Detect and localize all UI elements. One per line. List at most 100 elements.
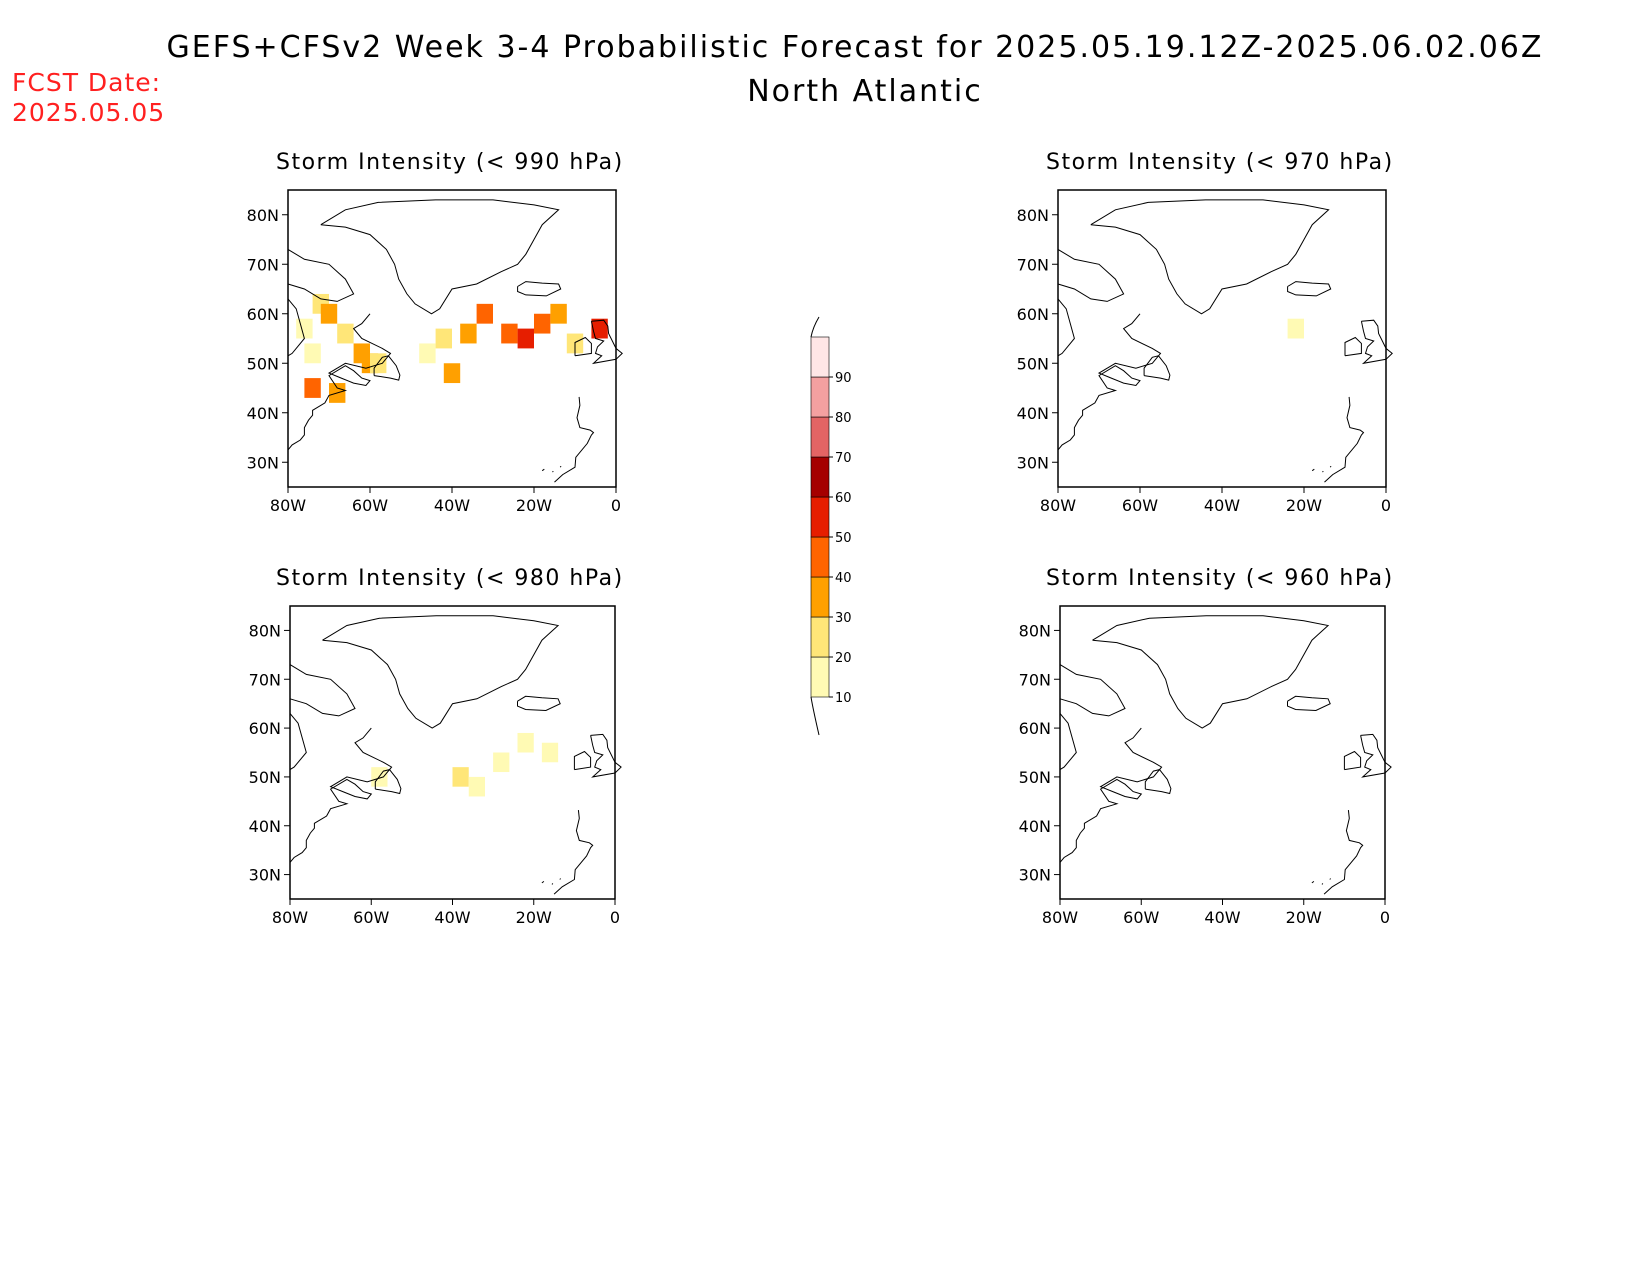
probability-cell [419,343,436,364]
lat-tick-label: 60N [1019,719,1051,738]
lon-tick-label: 20W [1286,908,1322,927]
lat-tick-label: 40N [1017,404,1049,423]
lon-tick-label: 0 [611,496,621,515]
lat-tick-label: 60N [249,719,281,738]
coastline [1057,313,1162,451]
coastline [1322,470,1324,473]
lon-tick-label: 40W [434,496,470,515]
probability-cell [476,303,493,324]
coastline [289,713,307,771]
lon-tick-label: 40W [1204,496,1240,515]
panel-title-960: Storm Intensity (< 960 hPa) [1046,566,1394,591]
coastline [1311,468,1315,472]
lat-tick-label: 70N [249,670,281,689]
colorbar-segment [810,416,830,458]
coastline [373,355,401,381]
probability-cell [296,318,313,339]
probability-cell [550,303,567,324]
colorbar-label: 50 [835,531,852,546]
map-panel-980: 30N 40N 50N 60N 70N 80N 80W 60W 40W 20W 0 [249,605,622,927]
coastline [573,750,592,771]
map-panel-960: 30N 40N 50N 60N 70N 80N 80W 60W 40W 20W 0 [1019,605,1392,927]
lon-tick-label: 60W [1123,908,1159,927]
coastline [551,883,554,885]
colorbar-segment [810,496,830,538]
colorbar-label: 10 [835,691,852,706]
lon-tick-label: 20W [516,496,552,515]
lat-tick-label: 80N [249,621,281,640]
coastline [322,615,560,729]
coastline [541,468,545,472]
coastline [1059,713,1077,771]
colorbar-segment [810,656,830,698]
colorbar-label: 80 [835,411,852,426]
colorbar-bottom-cap [810,696,820,736]
coastline [553,810,594,895]
colorbar-top-cap [810,316,820,338]
probability-cell [517,732,534,753]
coastline [320,199,560,315]
colorbar-label: 30 [835,611,852,626]
colorbar-segment [810,376,830,418]
coastline [287,298,305,357]
coastline [574,336,592,357]
colorbar-segment [810,536,830,578]
colorbar-segment [810,616,830,658]
coastline [1144,769,1172,795]
colorbar-segment [810,336,830,378]
probability-cell [443,363,461,384]
coastline [541,881,545,884]
coastline [1323,810,1364,895]
coastline [552,470,554,473]
colorbar-segment [810,456,830,498]
coastline [1287,281,1332,297]
panel-title-990: Storm Intensity (< 990 hPa) [276,150,624,175]
lat-tick-label: 60N [247,305,279,324]
lat-tick-label: 70N [247,255,279,274]
coastline [1329,878,1331,880]
probability-cell [493,752,510,773]
lat-tick-label: 40N [249,817,281,836]
lat-tick-label: 70N [1017,255,1049,274]
lon-tick-label: 40W [434,908,470,927]
probability-cell [501,323,518,344]
lon-tick-label: 80W [270,496,306,515]
coastline [517,281,562,297]
coastline [559,465,562,468]
lat-tick-label: 60N [1017,305,1049,324]
coastline [554,396,595,483]
coastline [1343,750,1362,771]
lat-tick-label: 50N [1017,354,1049,373]
panel-title-970: Storm Intensity (< 970 hPa) [1046,150,1394,175]
coastline [1143,355,1171,381]
lat-tick-label: 40N [1019,817,1051,836]
colorbar-label: 60 [835,491,852,506]
probability-cell [591,318,608,339]
coastline [1344,336,1362,357]
coastline [1287,695,1331,712]
lat-tick-label: 50N [249,768,281,787]
lon-tick-label: 60W [353,908,389,927]
coastline [590,319,623,365]
coastline [289,664,356,717]
probability-cell [304,343,321,364]
coastline [1324,396,1365,483]
colorbar: 10 20 30 40 50 60 70 80 90 [810,316,852,736]
lon-tick-label: 20W [1286,496,1322,515]
lat-tick-label: 80N [1019,621,1051,640]
lat-tick-label: 30N [249,866,281,885]
probability-cell [468,776,485,797]
lat-tick-label: 50N [247,354,279,373]
lon-tick-label: 60W [1122,496,1158,515]
coastline [1057,248,1125,302]
coastline [1321,883,1324,885]
probability-cell [1287,318,1304,339]
region-subtitle: North Atlantic [747,74,983,109]
coastline [1311,881,1315,884]
coastline [1057,298,1075,357]
lat-tick-label: 30N [1017,453,1049,472]
lat-tick-label: 50N [1019,768,1051,787]
coastline [1360,319,1393,365]
map-panel-990: 30N 40N 50N 60N 70N 80N 80W 60W 40W 20W 0 [247,189,623,515]
